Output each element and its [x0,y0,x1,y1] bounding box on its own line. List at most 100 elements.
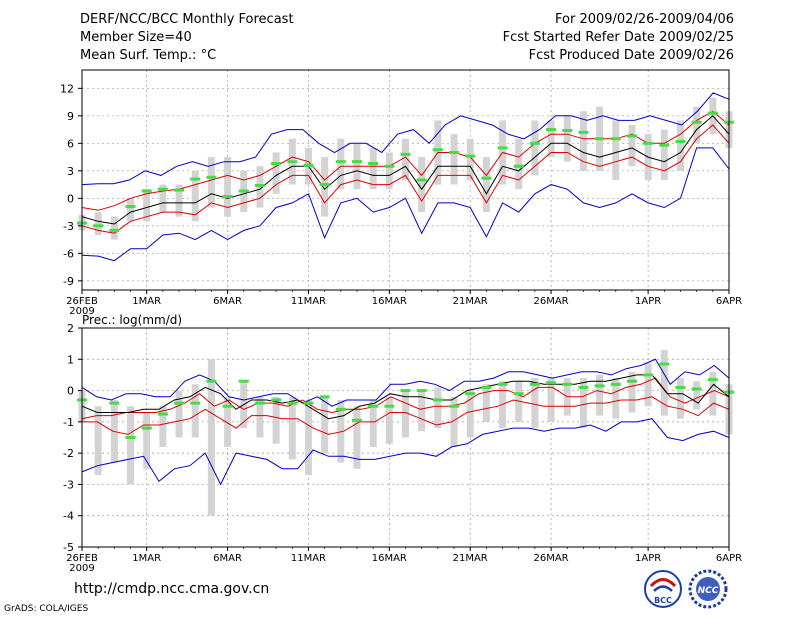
panel1-y-tick-label: 3 [67,165,74,178]
panel1-observed-marker [222,195,233,198]
panel2-y-tick-label: -3 [63,478,74,491]
panel1-observed-marker [141,189,152,193]
panel1-observed-marker [190,177,201,181]
panel2-observed-marker [513,392,524,396]
panel2-spread-box [207,359,215,516]
panel1-series-max [81,92,730,186]
panel1-y-tick-label: 9 [67,110,74,123]
panel1-x-tick-year: 2009 [69,306,94,317]
panel2-observed-marker [174,401,185,405]
panel2-y-tick-label: -2 [63,447,74,460]
panel1-observed-marker [368,162,379,165]
panel1-spread-box [628,125,636,167]
variable-label: Mean Surf. Temp.: °C [80,48,217,63]
panel2-y-tick-label: 1 [67,353,74,366]
panel2-y-tick-label: -4 [63,510,74,523]
panel1-spread-box [159,184,167,213]
panel1-series-lower [81,124,730,234]
panel1-spread-box [612,120,620,180]
panel2-spread-box [693,381,701,410]
panel2-observed-marker [497,382,508,386]
panel1-spread-box [127,198,135,222]
forecast-period-label: For 2009/02/26-2009/04/06 [555,12,734,27]
panel1-spread-box [450,134,458,185]
panel2-spread-box [191,384,199,438]
fcst-started-label: Fcst Started Refer Date 2009/02/25 [502,30,734,45]
panel2-spread-box [612,378,620,419]
panel1-spread-box [402,138,409,180]
panel1-y-tick-label: -6 [63,247,74,260]
panel2-observed-marker [238,379,249,383]
panel2-observed-marker [643,373,654,377]
panel1-spread-box [531,120,539,176]
panel1-observed-marker [481,176,492,180]
panel2-observed-marker [578,385,589,389]
panel2-x-tick-year: 2009 [69,563,94,574]
panel2-series-min [81,418,730,486]
panel2-spread-box [579,378,587,429]
panel2-spread-box [272,396,280,444]
panel2-observed-marker [691,387,702,391]
panel1-observed-marker [529,141,540,145]
panel1-spread-box [321,157,329,217]
panel2-x-tick-label: 16MAR [372,553,407,564]
panel1-observed-marker [578,130,589,134]
panel1-observed-marker [287,160,298,164]
panel2-observed-marker [675,385,686,389]
panel1-observed-marker [707,111,718,115]
panel2-series-upper [81,377,730,420]
panel2-observed-marker [465,392,476,396]
panel1-series-min [81,147,730,262]
panel2-spread-box [660,349,668,416]
panel2-x-tick-label: 21MAR [453,553,488,564]
panel2-spread-box [94,406,102,476]
panel1-observed-marker [109,228,120,232]
panel1-observed-marker [303,163,314,167]
panel2-spread-box [256,396,264,438]
panel2-spread-box [224,396,232,447]
panel1-spread-box [385,152,393,190]
panel2-spread-box [304,399,312,476]
panel2-observed-marker [351,418,362,422]
panel2-observed-marker [529,382,540,386]
panel1-observed-marker [157,187,168,191]
panel2-spread-box [175,390,183,438]
member-size-label: Member Size=40 [80,30,192,45]
panel2-observed-marker [384,404,395,408]
panel2-series-max [81,358,730,407]
panel2-spread-box [531,378,539,429]
panel1-spread-box [369,147,377,190]
panel1-observed-marker [643,141,654,145]
panel1-observed-marker [254,184,265,187]
panel2-x-tick-label: 26MAR [533,553,568,564]
panel1-observed-marker [238,189,249,193]
panel1-spread-box [191,170,199,222]
panel1-x-tick-label: 1APR [635,296,661,307]
panel1-observed-marker [449,151,460,154]
panel2-observed-marker [206,379,217,383]
panel2-observed-marker [626,379,637,383]
panel1-observed-marker [351,160,362,164]
panel2-x-tick-label: 6APR [716,553,742,564]
panel2-spread-box [402,390,409,438]
panel2-series-lower [82,396,730,435]
panel2-observed-marker [319,395,330,399]
panel1-observed-marker [400,152,411,156]
panel2-spread-box [321,396,329,454]
panel1-observed-marker [465,154,476,158]
panel1-observed-marker [691,120,702,124]
panel2-series-mean [81,374,730,420]
panel1-spread-box [175,184,183,217]
panel2-observed-marker [594,384,605,388]
panel2-spread-box [337,399,345,463]
panel2-observed-marker [610,382,621,386]
panel2-observed-marker [416,389,427,393]
panel1-x-tick-label: 6APR [716,296,742,307]
fcst-produced-label: Fcst Produced Date 2009/02/26 [528,48,734,63]
bcc-logo-text: BCC [654,596,672,605]
panel2-observed-marker [707,378,718,382]
source-url[interactable]: http://cmdp.ncc.cma.gov.cn [74,581,270,597]
panel1-series-mean [81,115,730,225]
